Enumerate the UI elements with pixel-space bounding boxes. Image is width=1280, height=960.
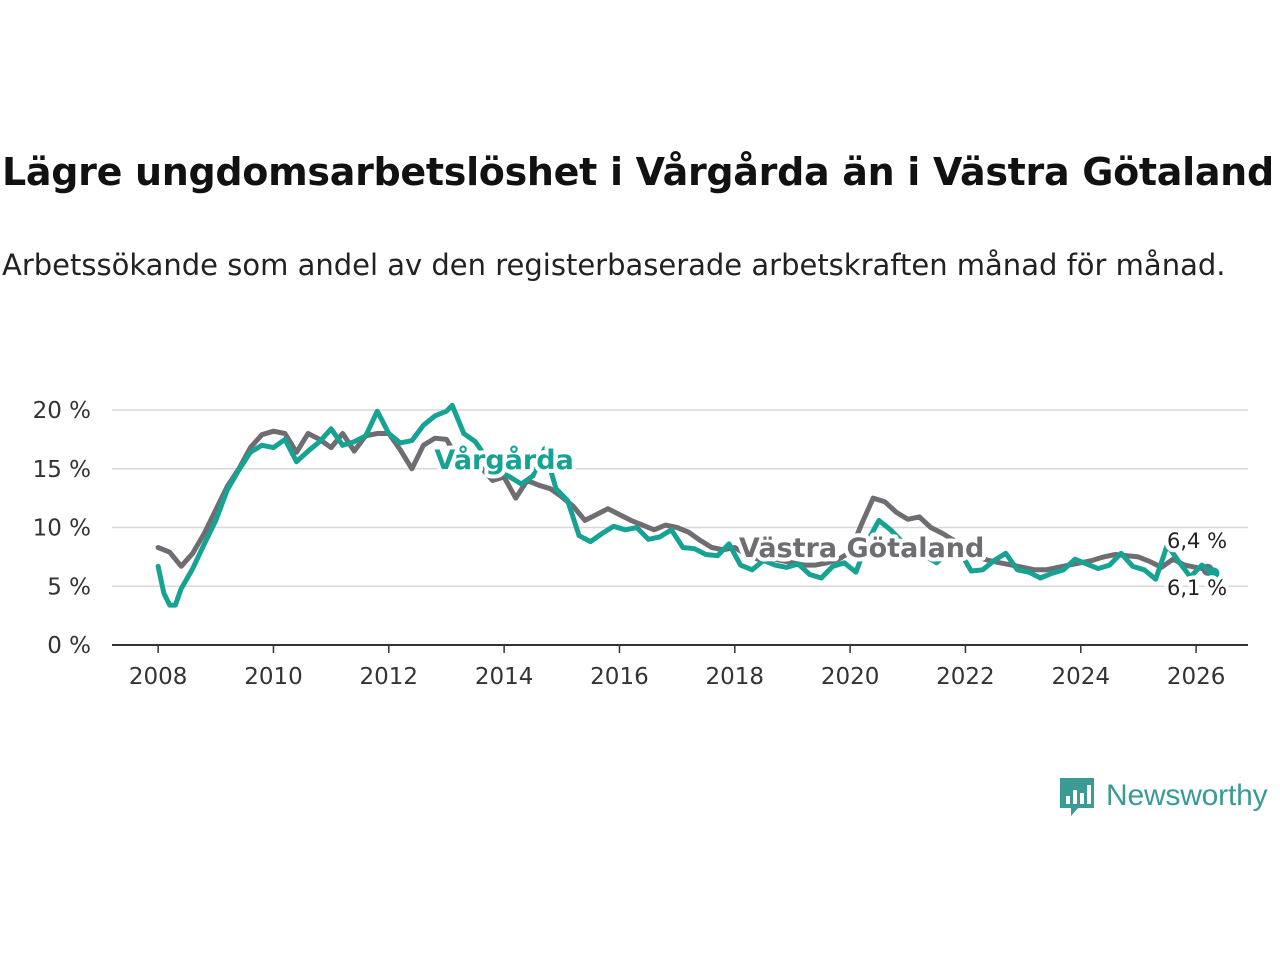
newsworthy-logo: Newsworthy bbox=[1058, 774, 1268, 818]
chart-title: Lägre ungdomsarbetslöshet i Vårgårda än … bbox=[2, 150, 1274, 194]
newsworthy-logo-icon bbox=[1060, 778, 1094, 816]
x-tick-label: 2016 bbox=[590, 664, 649, 690]
series-labels: Vårgårda Västra Götaland 6,4 % 6,1 % bbox=[430, 440, 1231, 604]
x-tick-label: 2008 bbox=[129, 664, 188, 690]
y-tick-label: 0 % bbox=[47, 633, 91, 659]
series-line-vargarda bbox=[155, 402, 1216, 608]
x-tick-label: 2022 bbox=[936, 664, 995, 690]
x-tick-label: 2012 bbox=[360, 664, 419, 690]
end-point-vargarda bbox=[1207, 567, 1220, 580]
y-tick-label: 15 % bbox=[33, 457, 91, 483]
grid-layer bbox=[112, 409, 1248, 587]
series-line-vastra-gotaland bbox=[155, 428, 1211, 573]
x-tick-label: 2020 bbox=[821, 664, 880, 690]
series-label-vastra-gotaland: Västra Götaland bbox=[739, 533, 984, 564]
brand-name: Newsworthy bbox=[1106, 779, 1268, 812]
x-tick-label: 2014 bbox=[475, 664, 534, 690]
x-tick-label: 2024 bbox=[1051, 664, 1110, 690]
end-label-vargarda: 6,1 % bbox=[1167, 576, 1227, 600]
axis-layer: 0 % 5 % 10 % 15 % 20 % 2008 2010 2012 2014 2016 20… bbox=[33, 398, 1248, 690]
chart-subtitle: Arbetssökande som andel av den registerb… bbox=[2, 248, 1226, 282]
x-tick-label: 2026 bbox=[1167, 664, 1226, 690]
line-chart: 0 % 5 % 10 % 15 % 20 % 2008 2010 2012 2014 2016 20… bbox=[33, 398, 1248, 690]
y-tick-label: 10 % bbox=[33, 516, 91, 542]
x-tick-label: 2018 bbox=[706, 664, 765, 690]
y-tick-label: 20 % bbox=[33, 398, 91, 424]
end-label-vastra-gotaland: 6,4 % bbox=[1167, 529, 1227, 553]
series-label-vargarda: Vårgårda bbox=[434, 444, 573, 476]
x-tick-label: 2010 bbox=[244, 664, 303, 690]
y-tick-label: 5 % bbox=[47, 574, 91, 600]
series-lines bbox=[155, 402, 1220, 608]
